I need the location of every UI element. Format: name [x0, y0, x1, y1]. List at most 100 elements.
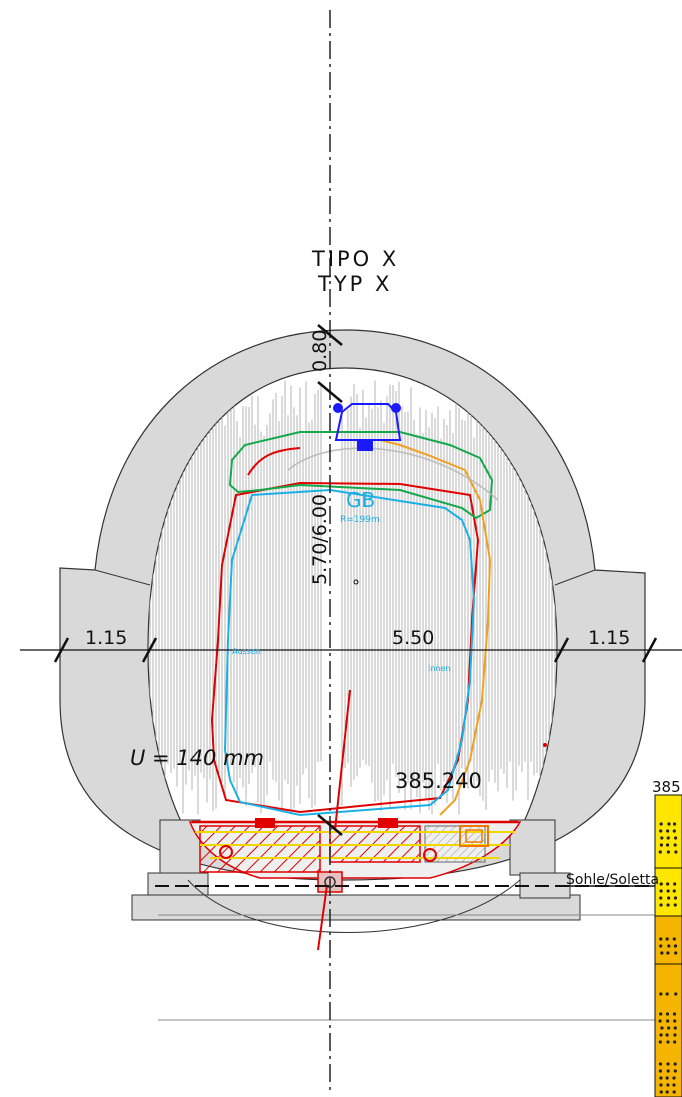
gravel-dot [659, 944, 663, 948]
dim-tick-2 [141, 637, 158, 663]
gravel-dot [659, 1076, 663, 1080]
blue-gauge-outline [223, 488, 476, 817]
track-bed [188, 818, 522, 893]
gravel-dot [666, 1083, 670, 1087]
pantograph-horn-left [333, 403, 343, 413]
outer-label: Aussen [232, 647, 261, 656]
gravel-dot [674, 992, 678, 996]
left-wall-dimension: 1.15 [85, 627, 127, 649]
gravel-dot [672, 1076, 676, 1080]
left-drain-pipe [219, 845, 233, 859]
right-drain-pipe [423, 848, 437, 862]
right-rail-block [378, 818, 398, 828]
invert-label: Sohle/Soletta [566, 872, 659, 888]
dim-tick-1 [53, 637, 70, 663]
inner-label: Innen [428, 664, 451, 673]
vdim-tick-1 [317, 324, 343, 346]
gravel-dot [666, 1019, 670, 1023]
gravel-dot [673, 1033, 677, 1037]
cable-duct [459, 825, 489, 847]
pantograph [333, 403, 402, 451]
gravel-dot [666, 836, 670, 840]
gravel-dot [674, 850, 678, 854]
dim-tick-4 [641, 637, 658, 663]
gravel-dot [673, 1040, 677, 1044]
elevation-right-label: 385.3 [652, 778, 682, 796]
gravel-dot [666, 1062, 670, 1066]
gravel-dot [666, 903, 670, 907]
clear-height-label: 5.70/6.00 [309, 494, 331, 585]
clearance-profiles [210, 431, 499, 817]
gravel-dot [659, 937, 663, 941]
material-legend [654, 794, 682, 1097]
gravel-dot [665, 843, 670, 847]
gravel-dot [667, 944, 671, 948]
gravel-dot [659, 829, 663, 833]
gravel-dot [659, 889, 663, 893]
pantograph-horn-right [391, 403, 401, 413]
gravel-dot [666, 850, 671, 854]
gravel-dot [659, 882, 663, 886]
gravel-dot [672, 1083, 676, 1087]
horizontal-dimension [20, 637, 682, 663]
dim-tick-3 [553, 637, 570, 663]
gravel-dot [673, 896, 678, 900]
gravel-dot [674, 951, 678, 955]
inner-width-dimension: 5.50 [392, 627, 434, 649]
gravel-dot [658, 1069, 663, 1073]
gravel-dot [672, 889, 676, 893]
gravel-dot [659, 1012, 663, 1016]
small-red-mark [543, 743, 547, 747]
gravel-dot [667, 1026, 671, 1030]
radius-label: R=199m [340, 515, 380, 525]
gravel-dot [665, 937, 669, 941]
gravel-dot [658, 1019, 662, 1023]
right-wall-dimension: 1.15 [588, 627, 630, 649]
gravel-dot [666, 951, 670, 955]
centre-point [353, 579, 359, 585]
gravel-dot [665, 1090, 669, 1094]
gravel-dot [658, 1062, 663, 1066]
right-springline-joint [554, 569, 596, 586]
gravel-dot [659, 1083, 663, 1087]
gravel-dot [658, 1040, 662, 1044]
gravel-dot [659, 896, 663, 900]
gravel-dot [673, 1062, 677, 1066]
crown-thickness-label: 0.80 [309, 330, 331, 372]
gravel-dot [673, 882, 677, 886]
gravel-dot [666, 829, 670, 833]
gravel-dot [665, 1076, 669, 1080]
gravel-dot [673, 1026, 677, 1030]
gravel-dot [672, 1090, 676, 1094]
orange-profile [379, 439, 492, 816]
gravel-dot [665, 1033, 669, 1037]
gravel-dot [667, 822, 671, 826]
tipo-label: TIPO X [311, 247, 399, 271]
pantograph-base [357, 439, 373, 451]
vdim-tick-2 [317, 381, 343, 403]
gravel-dot [659, 1090, 663, 1094]
legend-gravel-symbols [658, 822, 678, 1094]
gravel-dot [660, 951, 664, 955]
gravel-dot [666, 1069, 670, 1073]
gravel-dot [667, 896, 671, 900]
typ-label: TYP X [317, 272, 392, 296]
left-rail-block [255, 818, 275, 828]
base-slab [131, 894, 581, 921]
gravel-dot [660, 836, 664, 840]
gravel-dot [673, 843, 677, 847]
grey-profile [287, 447, 499, 501]
gravel-dot [673, 903, 677, 907]
gravel-dot [673, 1019, 677, 1023]
superelevation-label: U = 140 mm [130, 746, 264, 770]
cable-duct-inner [465, 829, 483, 843]
gravel-dot [666, 889, 670, 893]
gravel-dot [660, 1026, 664, 1030]
gravel-dot [672, 937, 676, 941]
gravel-dot [659, 992, 663, 996]
elevation-label: 385.240 [395, 769, 482, 793]
left-springline-joint [94, 569, 151, 586]
gravel-dot [665, 992, 669, 996]
red-roof-arc [247, 447, 301, 476]
